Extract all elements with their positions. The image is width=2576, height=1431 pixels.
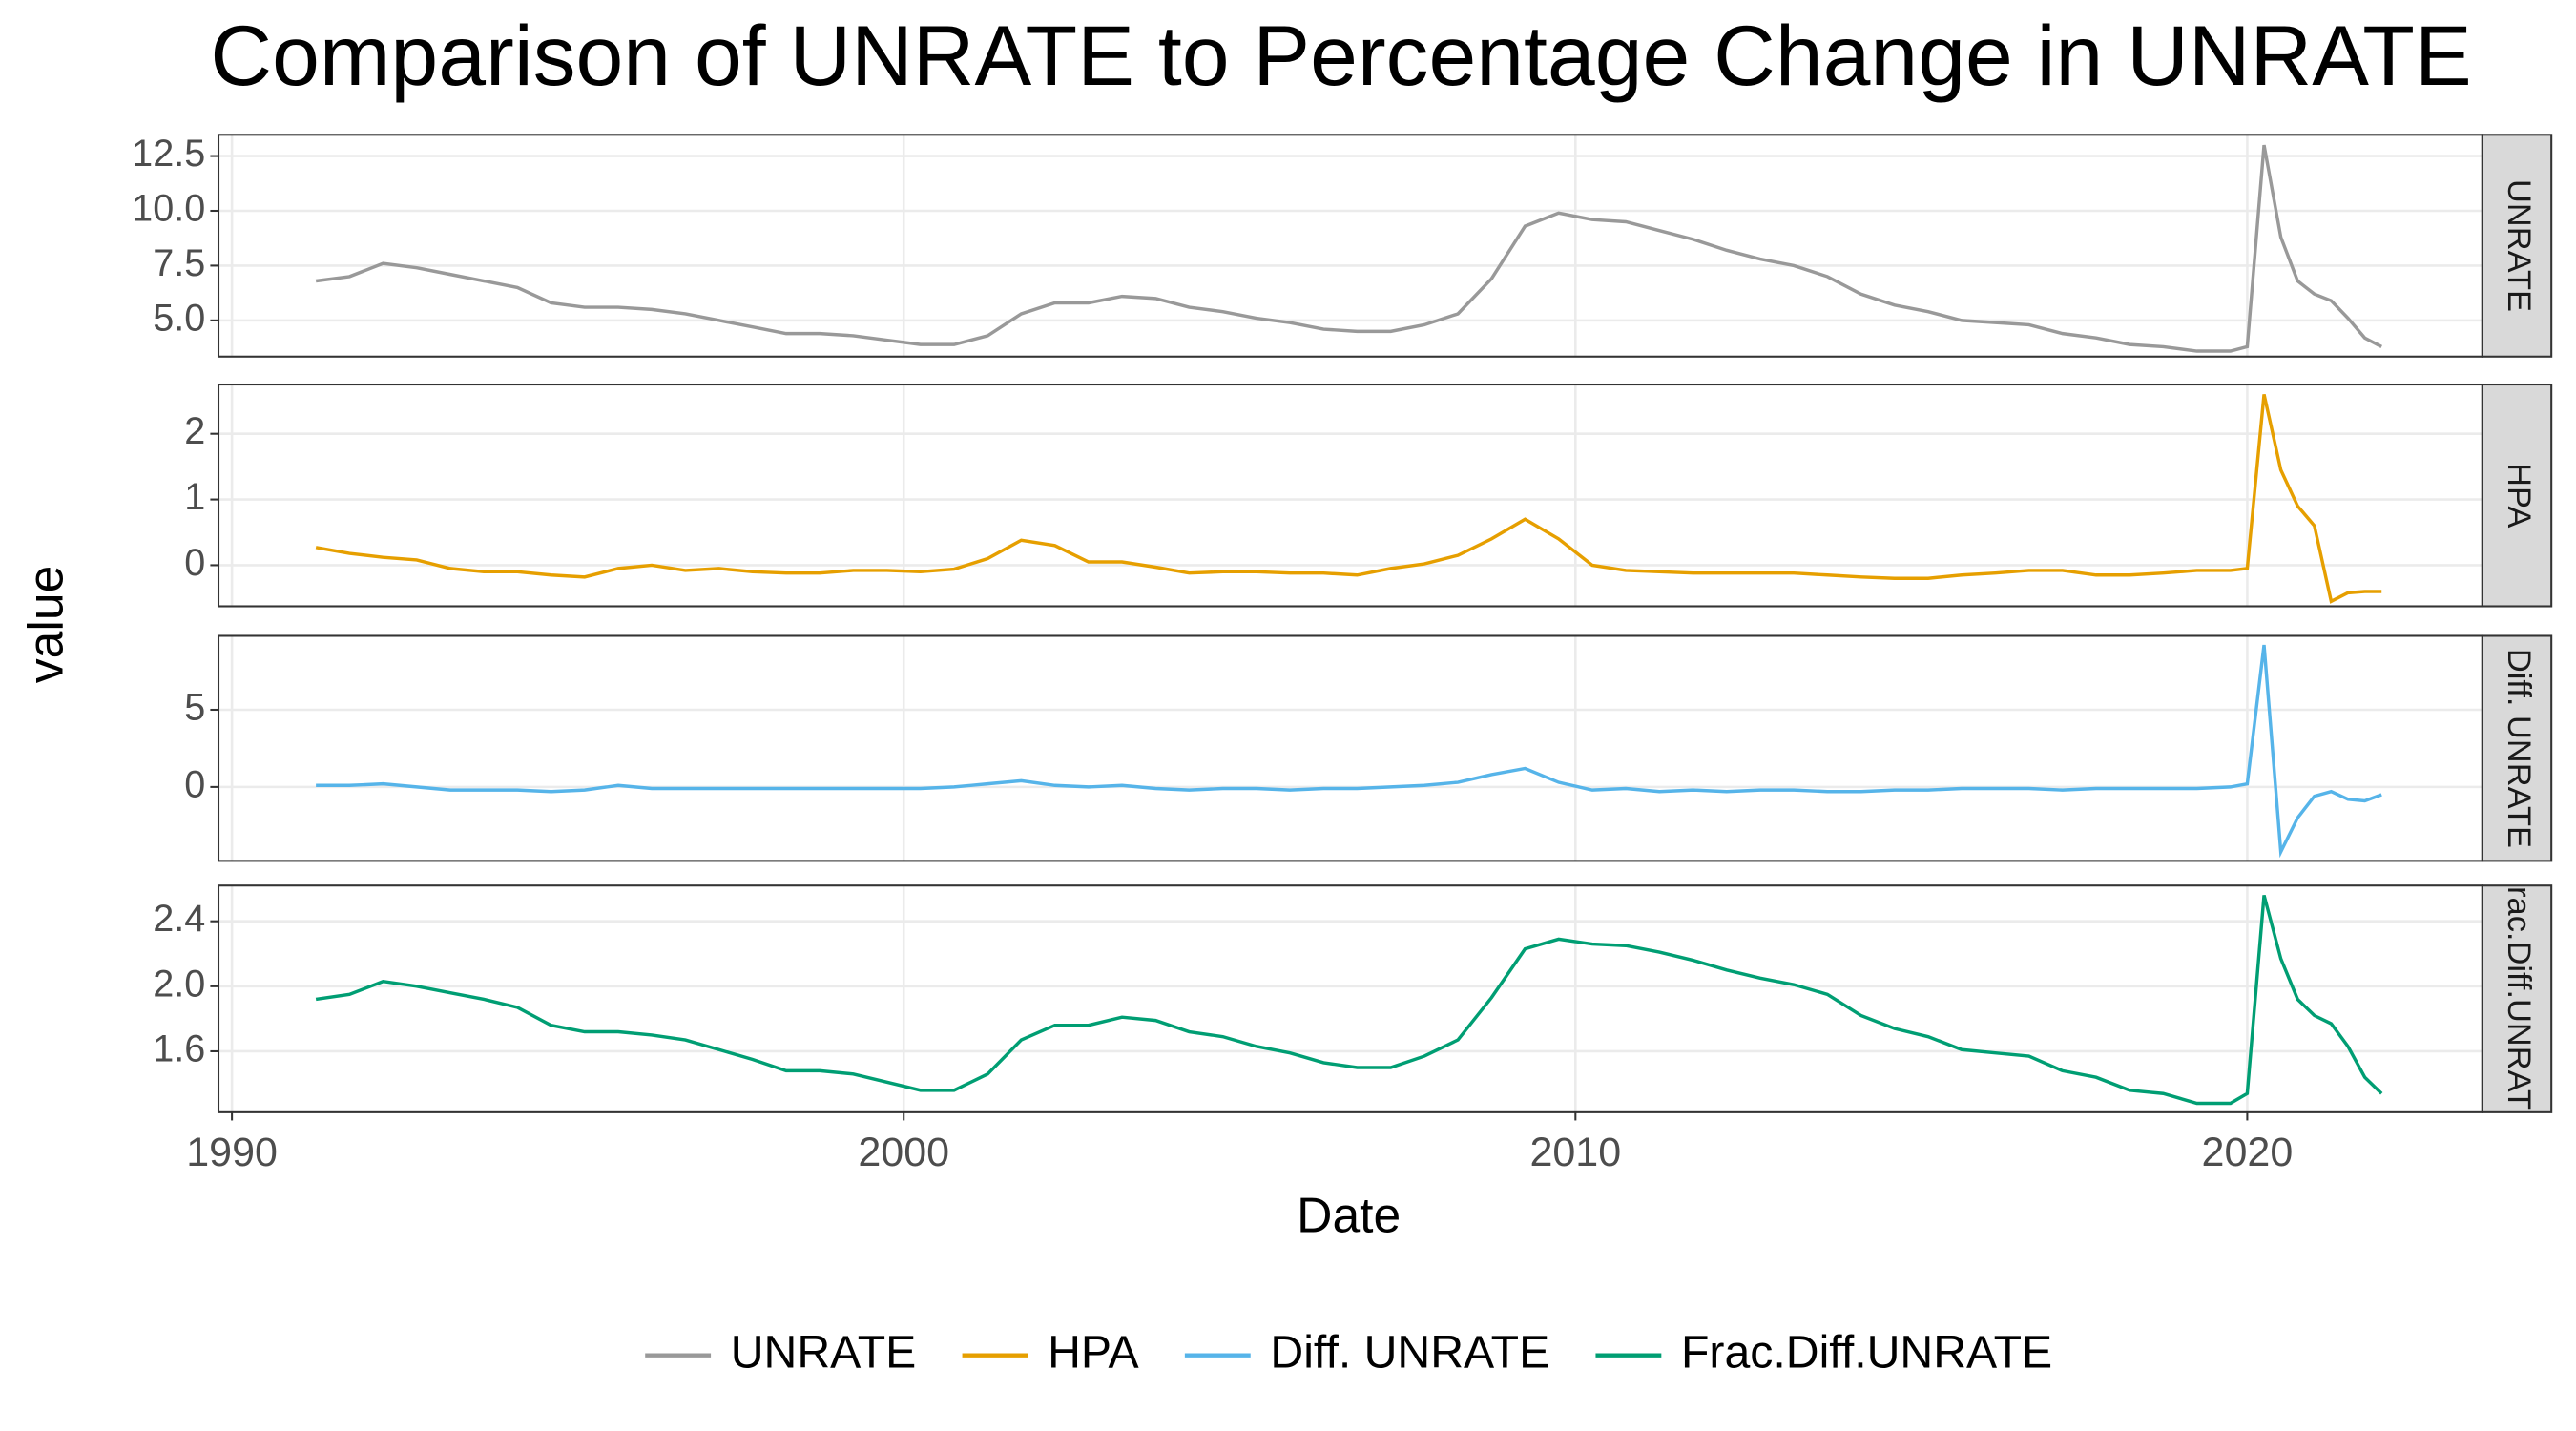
legend-label: Diff. UNRATE [1270, 1326, 1549, 1378]
legend-label: UNRATE [731, 1326, 917, 1378]
y-tick-label: 1 [184, 476, 205, 518]
facet-strip-label: Diff. UNRATE [2501, 649, 2537, 848]
facet-strip-label: UNRATE [2501, 179, 2537, 312]
y-tick-label: 0 [184, 763, 205, 805]
y-tick-label: 10.0 [132, 187, 205, 229]
y-tick-label: 5 [184, 686, 205, 728]
x-axis-label: Date [1297, 1187, 1401, 1242]
panel-background [218, 135, 2483, 357]
y-axis-label: value [17, 566, 73, 683]
y-tick-label: 2.4 [153, 898, 205, 940]
facet-strip-group: UNRATE [2501, 179, 2537, 312]
facet-strip [2481, 634, 2553, 862]
data-line [316, 644, 2382, 859]
x-tick-label: 2000 [858, 1130, 949, 1175]
facet-strip-group: Diff. UNRATE [2501, 649, 2537, 848]
y-tick-label: 7.5 [153, 242, 205, 284]
y-tick-label: 2.0 [153, 963, 205, 1005]
panel-background [218, 384, 2483, 607]
facet-strip-group: HPA [2501, 463, 2537, 528]
legend-label: HPA [1048, 1326, 1139, 1378]
y-tick-label: 0 [184, 542, 205, 584]
facet-strip [2481, 134, 2553, 358]
y-tick-label: 1.6 [153, 1027, 205, 1069]
panel-background [218, 885, 2483, 1112]
y-tick-label: 2 [184, 410, 205, 452]
panel-background [218, 635, 2483, 861]
data-line [315, 144, 2383, 353]
facet-strip-label: Frac.Diff.UNRATE [2501, 866, 2537, 1131]
legend-label: Frac.Diff.UNRATE [1681, 1326, 2052, 1378]
x-tick-label: 2020 [2202, 1130, 2294, 1175]
facet-strip [2481, 383, 2553, 608]
y-tick-label: 5.0 [153, 297, 205, 339]
x-tick-label: 2010 [1529, 1130, 1621, 1175]
data-line [315, 393, 2382, 604]
facet-strip [2481, 884, 2553, 1113]
x-tick-label: 1990 [186, 1130, 278, 1175]
facet-strip-label: HPA [2501, 463, 2537, 528]
facet-strip-group: Frac.Diff.UNRATE [2501, 866, 2537, 1131]
chart-title: Comparison of UNRATE to Percentage Chang… [210, 8, 2471, 103]
y-tick-label: 12.5 [132, 133, 205, 175]
data-line [315, 895, 2383, 1106]
